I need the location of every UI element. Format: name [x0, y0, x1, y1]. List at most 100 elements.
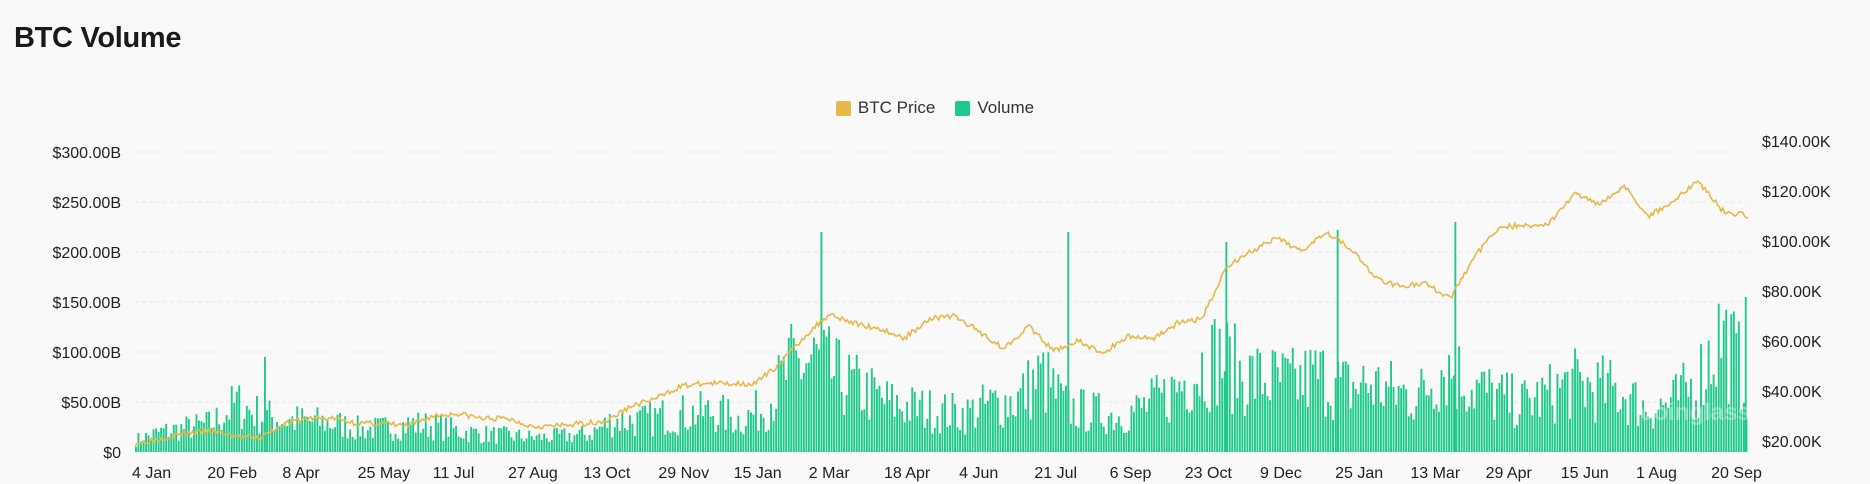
volume-bar: [1196, 383, 1198, 452]
volume-bar: [513, 440, 515, 452]
volume-bar: [1289, 363, 1292, 452]
volume-bar: [1627, 424, 1629, 452]
volume-bar: [414, 432, 417, 452]
volume-bar: [863, 409, 866, 452]
volume-bar: [1553, 423, 1556, 452]
volume-bar: [1662, 405, 1665, 452]
volume-bar: [790, 323, 793, 452]
volume-bar: [1259, 352, 1261, 452]
volume-bar: [1012, 415, 1014, 452]
volume-bar: [223, 422, 226, 452]
volume-bar: [1163, 379, 1166, 452]
volume-bar: [1506, 372, 1508, 452]
volume-bar: [1009, 396, 1012, 452]
volume-bar: [1460, 396, 1463, 452]
volume-bar: [1372, 404, 1375, 452]
volume-bar: [699, 391, 702, 452]
volume-bar: [409, 424, 412, 452]
volume-bar: [689, 426, 692, 452]
volume-bar: [1385, 381, 1387, 452]
volume-bar: [407, 417, 410, 452]
volume-bar: [1115, 423, 1118, 452]
volume-bar: [1304, 350, 1307, 452]
volume-bar: [303, 416, 306, 452]
volume-bar: [412, 418, 415, 452]
volume-bar: [1493, 419, 1496, 452]
volume-bar: [520, 438, 523, 452]
volume-bar: [495, 443, 498, 452]
volume-bar: [1589, 382, 1592, 452]
volume-bar: [1180, 391, 1183, 452]
volume-bar-peak: [820, 232, 823, 452]
volume-bar: [883, 404, 886, 452]
x-tick-label: 27 Aug: [508, 465, 558, 482]
volume-bar: [1450, 378, 1453, 452]
volume-bar: [1130, 405, 1133, 452]
volume-bar: [1422, 380, 1425, 452]
volume-bar: [996, 397, 999, 452]
volume-bar-peak: [1744, 297, 1747, 452]
legend-swatch-volume: [955, 100, 971, 116]
volume-bar: [843, 415, 846, 452]
volume-bar: [543, 433, 546, 452]
volume-bar: [1717, 303, 1720, 452]
volume-bar: [170, 433, 173, 452]
volume-bar: [1004, 395, 1007, 452]
volume-bar: [555, 427, 558, 452]
volume-bar: [1175, 392, 1178, 452]
volume-bar: [1637, 425, 1639, 452]
volume-bar: [608, 414, 611, 452]
legend-item-btc-price[interactable]: BTC Price: [835, 98, 935, 118]
volume-bar: [1090, 422, 1093, 452]
volume-bar: [891, 384, 893, 452]
volume-bar: [1052, 368, 1055, 452]
x-tick-label: 6 Sep: [1110, 465, 1152, 482]
volume-bar: [346, 438, 349, 452]
volume-bar: [1445, 405, 1448, 452]
volume-bar: [1727, 404, 1730, 452]
volume-bar: [598, 426, 601, 452]
volume-bar: [533, 439, 536, 452]
volume-bar: [1095, 396, 1098, 452]
volume-bar: [634, 436, 636, 452]
volume-bar: [1065, 385, 1067, 452]
volume-bar: [364, 438, 367, 452]
volume-bar: [193, 426, 195, 452]
volume-bar: [714, 431, 717, 452]
volume-bar: [1616, 412, 1619, 452]
volume-bar: [1314, 350, 1317, 452]
volume-bar: [535, 435, 538, 452]
volume-bar: [457, 436, 460, 452]
volume-bar: [228, 419, 231, 452]
volume-bar: [616, 418, 619, 452]
volume-bar: [1306, 406, 1309, 452]
volume-bar: [724, 429, 727, 452]
volume-bar: [1092, 392, 1095, 452]
volume-bar: [515, 432, 518, 452]
volume-bar: [447, 436, 450, 452]
volume-bar: [782, 356, 785, 452]
volume-bar: [1153, 387, 1156, 452]
volume-bar: [921, 390, 924, 452]
btc-price-line: [134, 179, 1749, 447]
volume-bar: [1042, 352, 1045, 452]
volume-bar: [971, 399, 974, 452]
volume-bar: [1609, 360, 1612, 452]
volume-bar: [568, 433, 571, 452]
volume-bar: [666, 430, 669, 452]
volume-bar: [276, 422, 278, 452]
x-tick-label: 20 Feb: [207, 465, 257, 482]
volume-bar: [1503, 394, 1506, 452]
volume-bar: [918, 399, 921, 452]
volume-bar: [369, 426, 372, 452]
volume-bar: [1574, 348, 1576, 452]
volume-bar: [1443, 376, 1445, 452]
volume-bar: [873, 377, 876, 452]
volume-bar: [1483, 371, 1486, 452]
volume-bar-peak: [264, 357, 266, 452]
volume-bar: [1644, 411, 1647, 452]
volume-bar: [344, 416, 347, 452]
legend-item-volume[interactable]: Volume: [955, 98, 1034, 118]
volume-bar: [142, 442, 145, 452]
